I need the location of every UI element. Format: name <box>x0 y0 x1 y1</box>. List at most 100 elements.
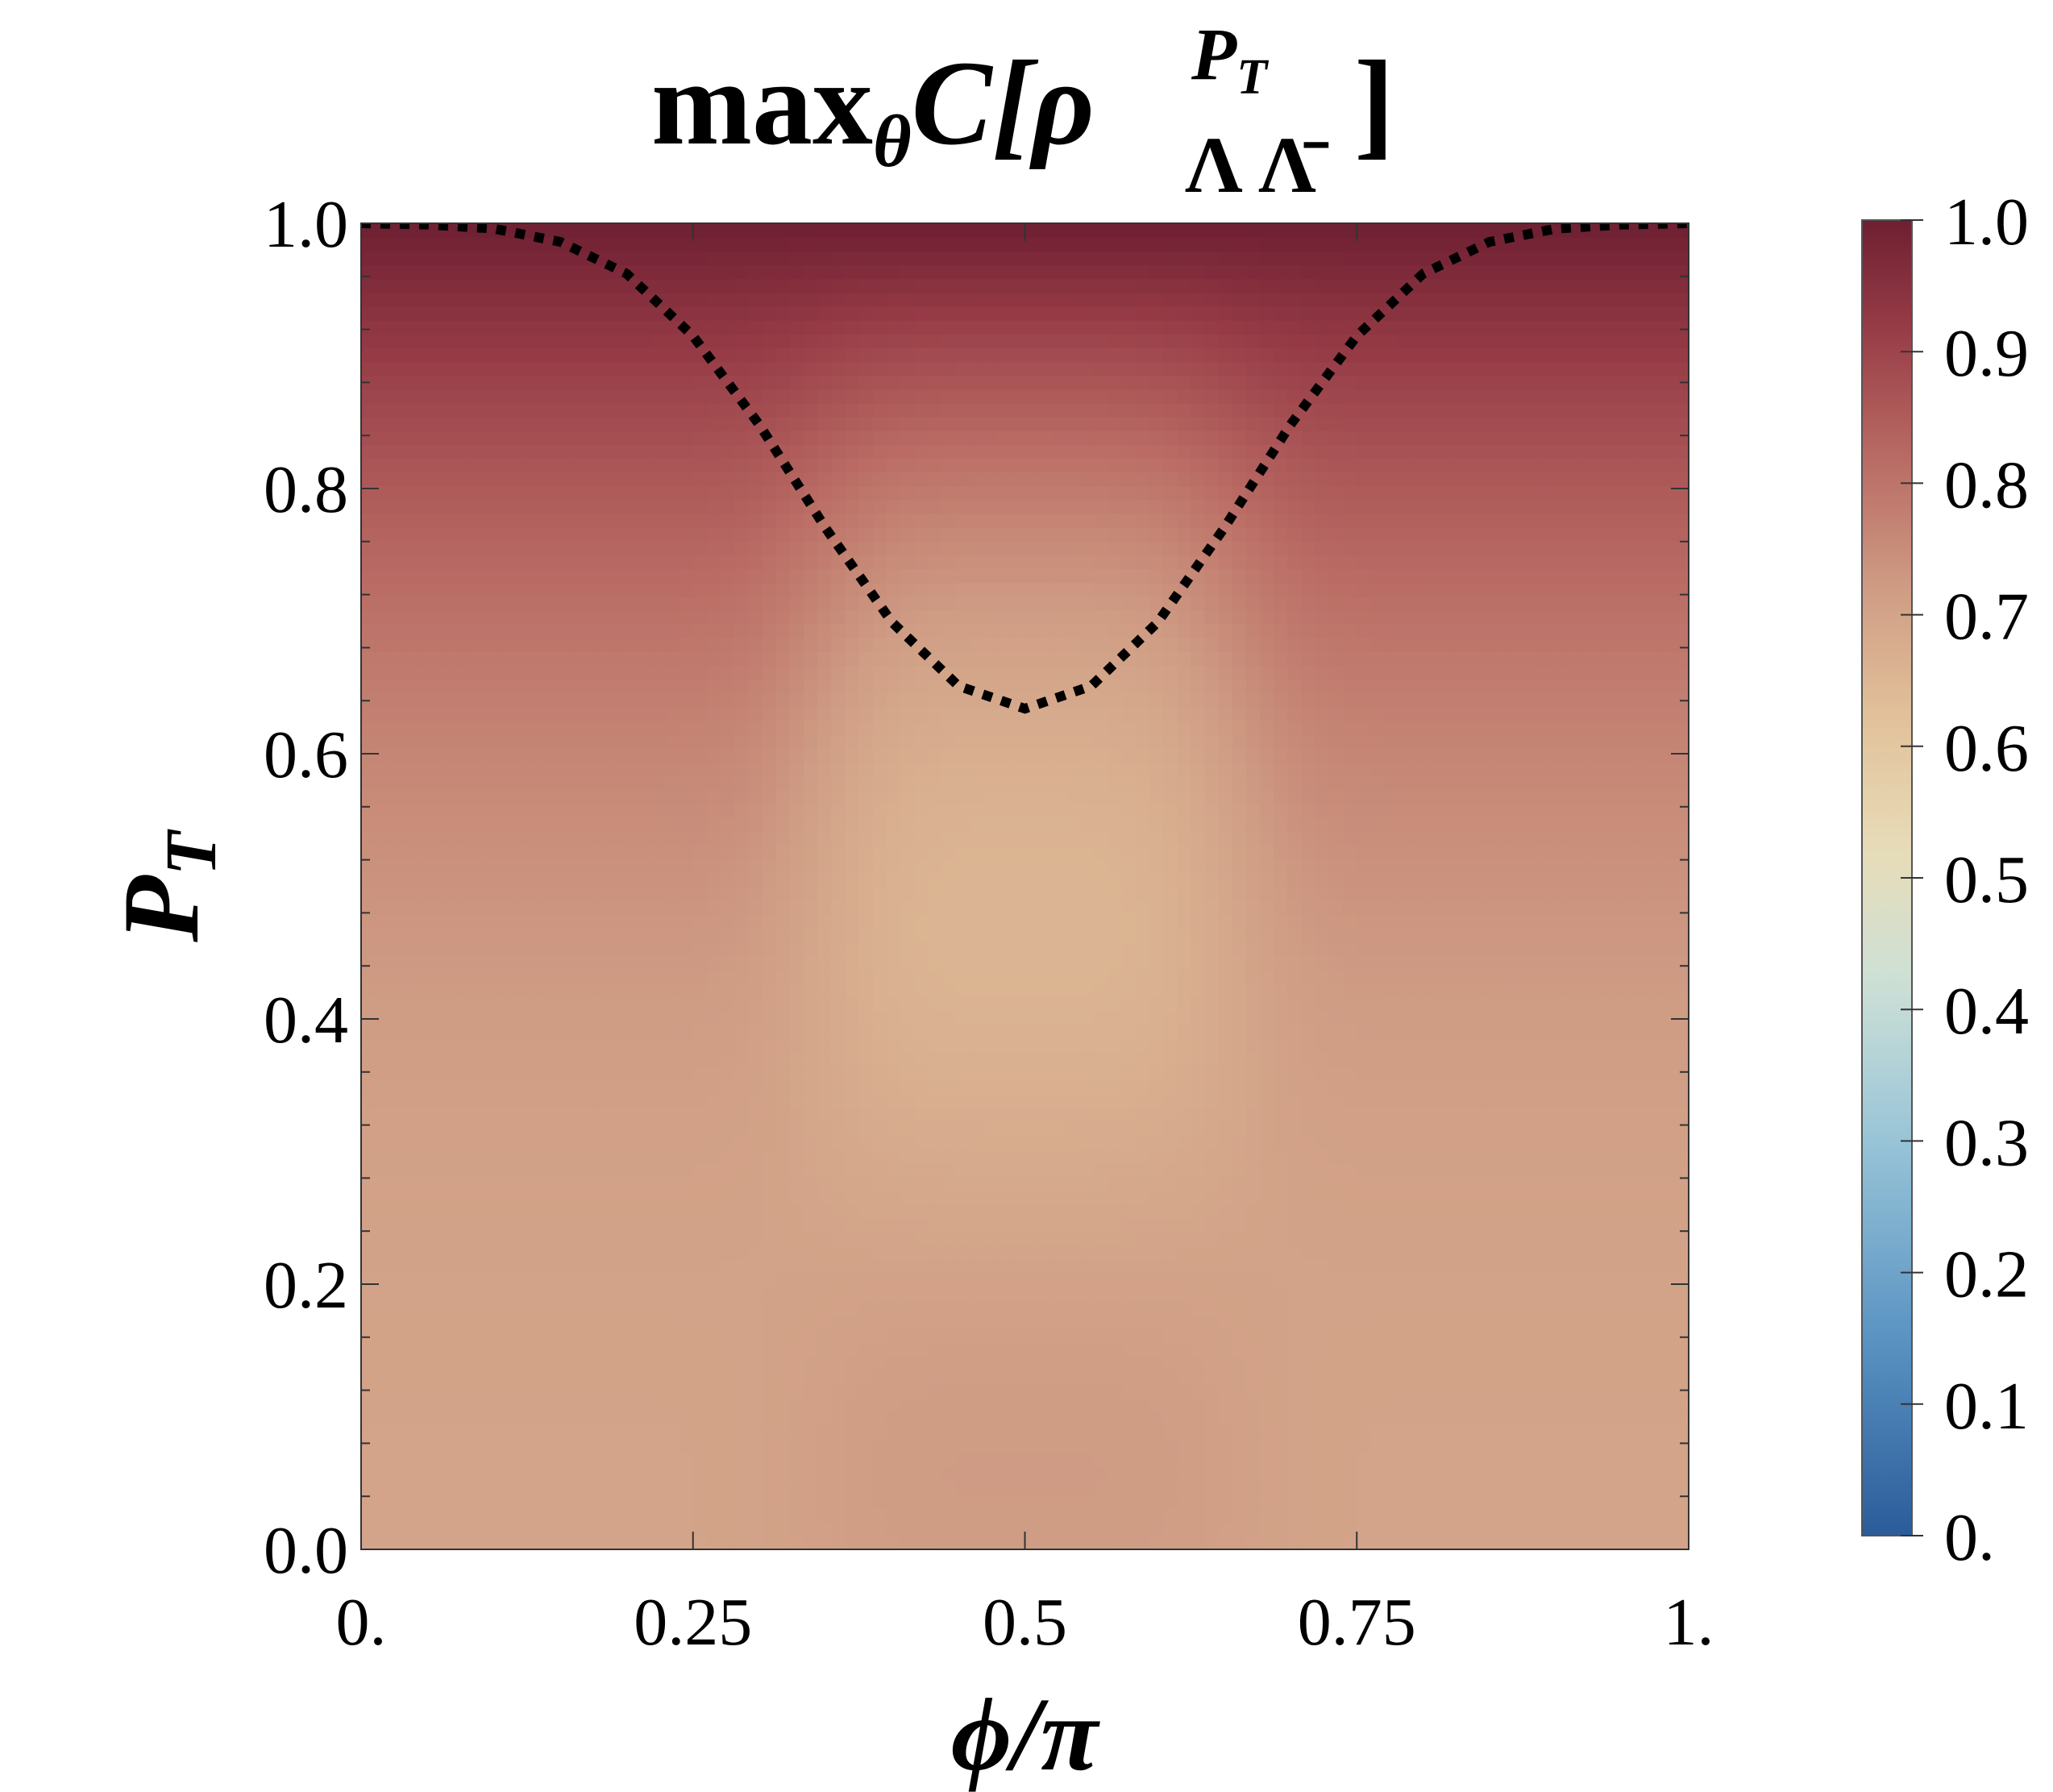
heatmap-cell <box>609 1411 625 1426</box>
heatmap-cell <box>555 1149 570 1164</box>
heatmap-cell <box>1108 1356 1123 1371</box>
heatmap-cell <box>1494 1190 1510 1205</box>
heatmap-cell <box>1191 900 1206 915</box>
heatmap-cell <box>872 996 887 1012</box>
heatmap-cell <box>1440 1397 1455 1412</box>
heatmap-cell <box>416 872 431 888</box>
heatmap-cell <box>1577 1466 1593 1482</box>
heatmap-cell <box>1274 1162 1289 1178</box>
heatmap-cell <box>858 1356 874 1371</box>
heatmap-cell <box>1508 1521 1523 1536</box>
heatmap-cell <box>1440 886 1455 901</box>
heatmap-cell <box>692 1176 708 1191</box>
heatmap-cell <box>1619 1079 1635 1095</box>
heatmap-cell <box>734 1259 750 1274</box>
heatmap-cell <box>872 1093 887 1108</box>
heatmap-cell <box>1177 886 1192 901</box>
heatmap-cell <box>1024 1052 1040 1067</box>
heatmap-cell <box>1619 1121 1635 1136</box>
heatmap-cell <box>1384 1149 1399 1164</box>
heatmap-cell <box>1218 1411 1233 1426</box>
heatmap-cell <box>1426 1024 1440 1039</box>
heatmap-cell <box>1674 1066 1689 1081</box>
heatmap-cell <box>734 983 750 998</box>
heatmap-cell <box>1246 1010 1261 1025</box>
heatmap-cell <box>1536 1438 1552 1453</box>
heatmap-cell <box>872 886 887 901</box>
heatmap-cell <box>1508 1245 1523 1260</box>
heatmap-cell <box>1564 1507 1579 1523</box>
heatmap-cell <box>983 1066 998 1081</box>
heatmap-cell <box>1135 1438 1150 1453</box>
heatmap-cell <box>692 927 708 942</box>
heatmap-cell <box>1011 1134 1026 1150</box>
heatmap-cell <box>1481 1507 1496 1523</box>
heatmap-cell <box>1550 1397 1565 1412</box>
heatmap-cell <box>541 927 555 942</box>
heatmap-cell <box>458 1287 473 1302</box>
heatmap-cell <box>900 1535 916 1549</box>
heatmap-cell <box>997 1507 1012 1523</box>
heatmap-cell <box>1411 1370 1427 1385</box>
heatmap-cell <box>485 1328 501 1343</box>
heatmap-cell <box>1052 1093 1067 1108</box>
heatmap-cell <box>983 1453 998 1467</box>
heatmap-cell <box>582 1204 597 1219</box>
heatmap-cell <box>665 1204 680 1219</box>
heatmap-cell <box>1218 1134 1233 1150</box>
heatmap-cell <box>872 969 887 984</box>
heatmap-cell <box>638 1204 653 1219</box>
heatmap-cell <box>1674 1107 1689 1122</box>
heatmap-cell <box>1260 1397 1275 1412</box>
heatmap-cell <box>1494 942 1510 956</box>
heatmap-cell <box>485 1079 501 1095</box>
heatmap-cell <box>1343 1466 1358 1482</box>
heatmap-cell <box>555 1287 570 1302</box>
heatmap-cell <box>568 1328 584 1343</box>
heatmap-cell <box>679 1287 694 1302</box>
heatmap-cell <box>1163 1521 1178 1536</box>
heatmap-cell <box>1287 1052 1303 1067</box>
heatmap-cell <box>1163 969 1178 984</box>
heatmap-cell <box>804 1480 818 1495</box>
heatmap-cell <box>1038 1245 1054 1260</box>
heatmap-cell <box>872 1370 887 1385</box>
heatmap-cell <box>1135 1356 1150 1371</box>
heatmap-cell <box>1301 845 1316 860</box>
heatmap-cell <box>1564 900 1579 915</box>
heatmap-cell <box>1411 1480 1427 1495</box>
heatmap-cell <box>1177 1231 1192 1246</box>
heatmap-cell <box>817 1107 833 1122</box>
heatmap-cell <box>969 1037 984 1053</box>
heatmap-cell <box>361 1507 376 1523</box>
heatmap-cell <box>1370 1300 1386 1316</box>
heatmap-cell <box>1191 1438 1206 1453</box>
heatmap-cell <box>1426 1037 1440 1053</box>
heatmap-cell <box>1440 1521 1455 1536</box>
heatmap-cell <box>1591 969 1606 984</box>
heatmap-cell <box>997 913 1012 929</box>
heatmap-cell <box>872 1190 887 1205</box>
heatmap-cell <box>1204 1052 1220 1067</box>
heatmap-cell <box>679 1259 694 1274</box>
heatmap-cell <box>872 1521 887 1536</box>
heatmap-cell <box>969 900 984 915</box>
heatmap-cell <box>1246 1093 1261 1108</box>
heatmap-cell <box>941 1052 957 1067</box>
heatmap-cell <box>651 1204 667 1219</box>
heatmap-cell <box>623 1107 638 1122</box>
heatmap-cell <box>623 1010 638 1025</box>
heatmap-cell <box>1246 1231 1261 1246</box>
heatmap-cell <box>804 913 818 929</box>
heatmap-cell <box>1467 1314 1482 1329</box>
heatmap-cell <box>1177 1273 1192 1288</box>
heatmap-cell <box>831 1149 846 1164</box>
heatmap-cell <box>1343 1287 1358 1302</box>
heatmap-cell <box>1494 1438 1510 1453</box>
heatmap-cell <box>886 1010 901 1025</box>
heatmap-cell <box>1577 1052 1593 1067</box>
heatmap-cell <box>416 845 431 860</box>
heatmap-cell <box>1384 955 1399 971</box>
heatmap-cell <box>1550 1190 1565 1205</box>
heatmap-cell <box>1135 1066 1150 1081</box>
